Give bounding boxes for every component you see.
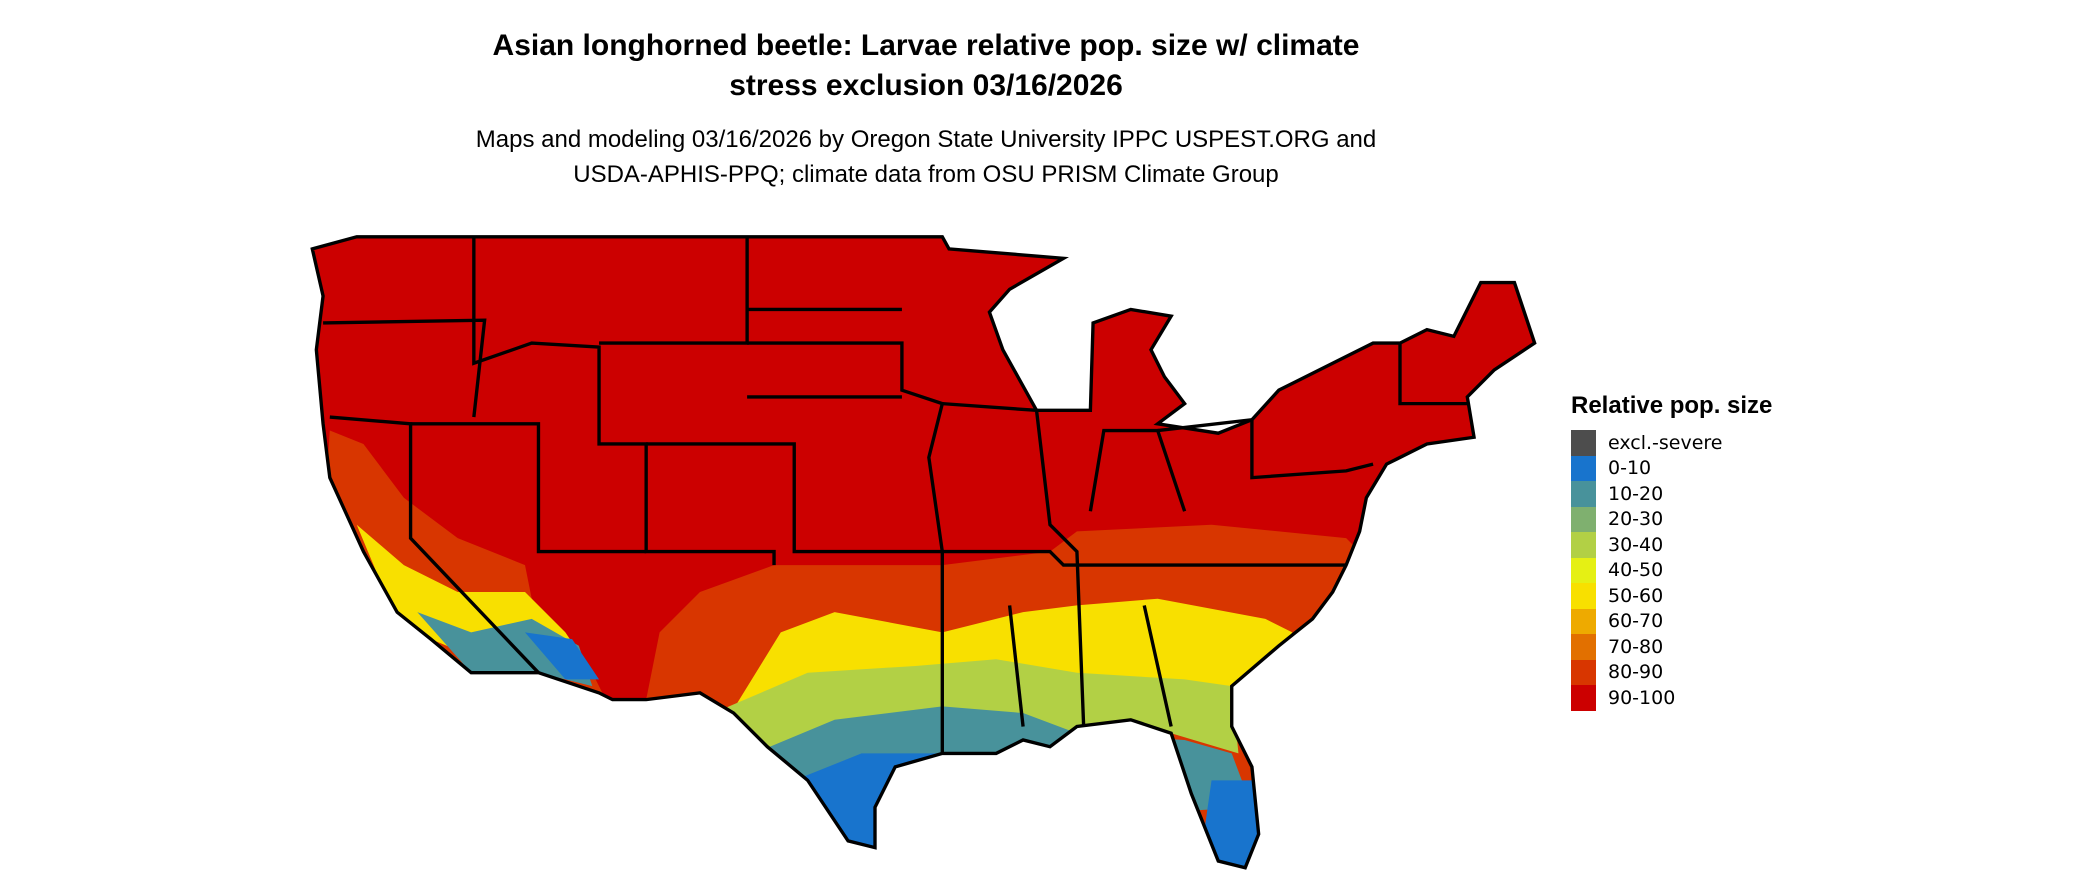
legend-title: Relative pop. size bbox=[1571, 392, 1773, 419]
legend-label: 50-60 bbox=[1608, 584, 1664, 607]
state-borders bbox=[310, 235, 1537, 870]
legend-label: 20-30 bbox=[1608, 508, 1664, 531]
legend-item: 0-10 bbox=[1571, 455, 1772, 481]
legend-swatch bbox=[1571, 455, 1596, 481]
legend-item: 70-80 bbox=[1571, 634, 1772, 660]
legend-item: 10-20 bbox=[1571, 481, 1772, 507]
legend-label: 40-50 bbox=[1608, 559, 1664, 582]
legend-item: 50-60 bbox=[1571, 583, 1772, 609]
subtitle-line-2: USDA-APHIS-PPQ; climate data from OSU PR… bbox=[573, 161, 1279, 188]
legend-label: 60-70 bbox=[1608, 610, 1664, 633]
subtitle-line-1: Maps and modeling 03/16/2026 by Oregon S… bbox=[475, 126, 1377, 153]
legend-label: 30-40 bbox=[1608, 533, 1664, 556]
title-line-2: stress exclusion 03/16/2026 bbox=[729, 69, 1123, 102]
legend-swatch bbox=[1571, 608, 1596, 634]
legend-item: 30-40 bbox=[1571, 532, 1772, 558]
legend-label: 80-90 bbox=[1608, 661, 1664, 684]
zone-0-10-az bbox=[525, 632, 600, 680]
legend: Relative pop. size excl.-severe 0-10 10-20… bbox=[1571, 392, 1772, 711]
legend-label: 10-20 bbox=[1608, 482, 1664, 505]
legend-swatch bbox=[1571, 659, 1596, 685]
legend-swatch bbox=[1571, 557, 1596, 583]
legend-items: excl.-severe 0-10 10-20 20-30 30-40 40-50 50-6… bbox=[1571, 430, 1772, 711]
legend-swatch bbox=[1571, 685, 1596, 711]
legend-item: 80-90 bbox=[1571, 659, 1772, 685]
legend-swatch bbox=[1571, 583, 1596, 609]
zone-0-10 bbox=[794, 753, 943, 868]
legend-swatch bbox=[1571, 481, 1596, 507]
legend-swatch bbox=[1571, 430, 1596, 456]
title-line-1: Asian longhorned beetle: Larvae relative… bbox=[492, 29, 1360, 62]
legend-item: 90-100 bbox=[1571, 685, 1772, 711]
map-subtitle: Maps and modeling 03/16/2026 by Oregon S… bbox=[326, 122, 1526, 192]
legend-label: 0-10 bbox=[1608, 457, 1652, 480]
legend-label: excl.-severe bbox=[1608, 431, 1723, 454]
legend-item: 60-70 bbox=[1571, 608, 1772, 634]
legend-item: 40-50 bbox=[1571, 557, 1772, 583]
legend-swatch bbox=[1571, 532, 1596, 558]
legend-item: 20-30 bbox=[1571, 506, 1772, 532]
legend-swatch bbox=[1571, 634, 1596, 660]
legend-label: 70-80 bbox=[1608, 635, 1664, 658]
legend-label: 90-100 bbox=[1608, 686, 1676, 709]
legend-item: excl.-severe bbox=[1571, 430, 1772, 456]
zone-10-20-sw bbox=[417, 612, 593, 687]
legend-swatch bbox=[1571, 506, 1596, 532]
map-title: Asian longhorned beetle: Larvae relative… bbox=[326, 26, 1526, 106]
